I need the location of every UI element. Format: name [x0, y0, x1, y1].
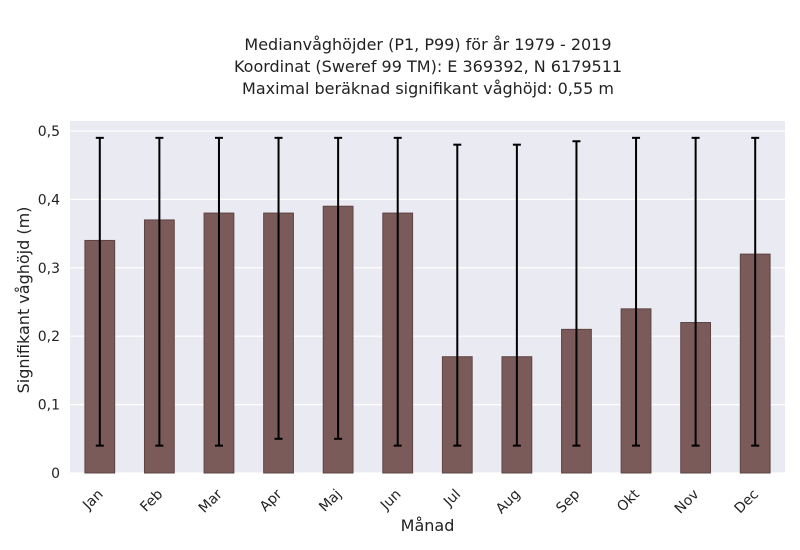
x-tick-label: Apr [257, 486, 286, 515]
y-tick-label: 0,4 [38, 192, 60, 208]
x-tick-label: Dec [732, 487, 762, 517]
error-bar [274, 136, 283, 440]
error-bar [334, 136, 343, 440]
y-tick-label: 0,3 [38, 261, 60, 277]
plot-area [70, 121, 785, 473]
y-tick-label: 0 [51, 466, 60, 482]
chart-title-line-2: Koordinat (Sweref 99 TM): E 369392, N 61… [233, 57, 623, 76]
x-tick-label: Nov [672, 487, 703, 518]
y-axis-label: Signifikant våghöjd (m) [14, 207, 33, 394]
error-bars [95, 136, 760, 447]
x-tick-label: Maj [316, 487, 345, 516]
chart-title-line-1: Medianvåghöjder (P1, P99) för år 1979 - … [244, 35, 612, 54]
error-bar [512, 143, 521, 447]
x-tick-label: Feb [137, 486, 166, 515]
y-tick-label: 0,5 [38, 124, 60, 140]
error-bar [95, 136, 104, 447]
y-tick-label: 0,2 [38, 329, 60, 345]
error-bar [155, 136, 164, 447]
chart-title: Medianvåghöjder (P1, P99) för år 1979 - … [0, 34, 800, 100]
x-axis-label: Månad [401, 516, 455, 535]
x-tick-label: Sep [553, 486, 583, 516]
grid-lines [70, 130, 785, 474]
y-tick-label: 0,1 [38, 398, 60, 414]
error-bar [214, 136, 223, 447]
x-tick-label: Aug [493, 487, 524, 518]
x-axis-ticks: Jan Feb Mar Apr Maj Jun Jul Aug Sep Okt Nov Dec [79, 486, 762, 517]
x-tick-label: Jun [377, 487, 404, 514]
error-bar [572, 140, 581, 447]
x-tick-label: Jan [79, 487, 106, 514]
error-bar [751, 136, 760, 447]
y-axis-ticks: 0 0,1 0,2 0,3 0,4 0,5 [38, 124, 60, 482]
error-bar [453, 143, 462, 447]
chart-title-line-3: Maximal beräknad signifikant våghöjd: 0,… [242, 79, 614, 98]
x-tick-label: Mar [196, 486, 226, 516]
error-bar [632, 136, 641, 447]
x-tick-label: Jul [440, 487, 464, 511]
x-tick-label: Okt [614, 486, 643, 515]
error-bar [691, 136, 700, 447]
error-bar [393, 136, 402, 447]
